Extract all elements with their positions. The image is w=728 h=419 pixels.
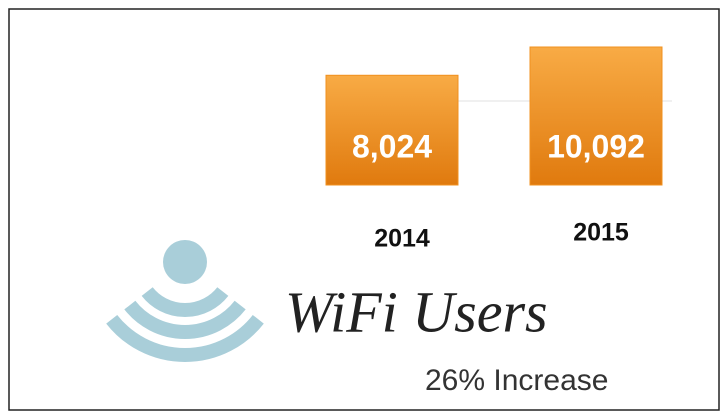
value-label: 8,024	[352, 128, 432, 164]
wifi-icon	[106, 240, 264, 362]
bar	[529, 46, 663, 186]
wifi-arc	[141, 287, 229, 317]
value-label: 10,092	[547, 128, 645, 164]
bar	[325, 74, 459, 186]
wifi-arc	[124, 300, 246, 339]
chart-subtitle: 26% Increase	[425, 364, 608, 397]
category-label: 2014	[374, 225, 430, 253]
category-label: 2015	[573, 219, 629, 247]
chart-title: WiFi Users	[285, 279, 548, 344]
wifi-dot	[163, 240, 207, 284]
wifi-arc	[106, 314, 264, 362]
